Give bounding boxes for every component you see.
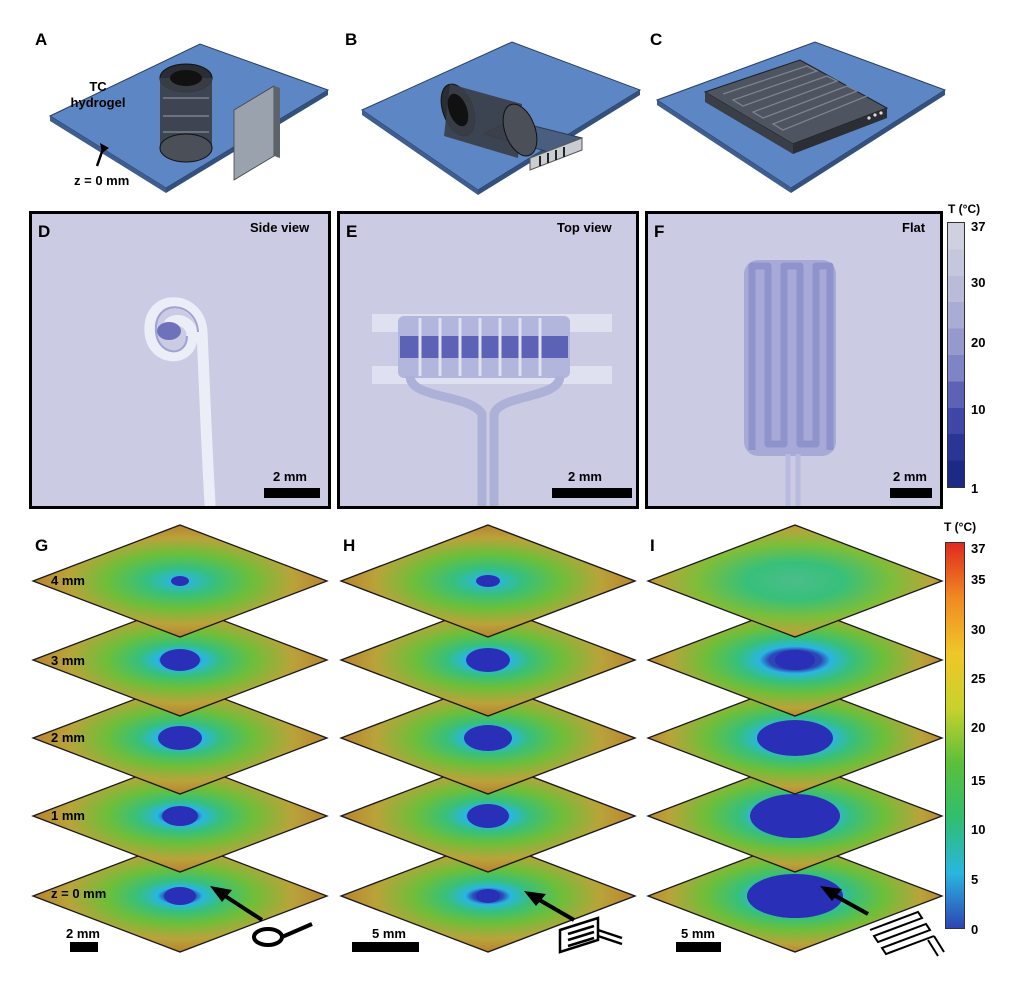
panel-i-scale-label: 5 mm — [681, 926, 715, 941]
colorbar-bottom-title: T (°C) — [944, 520, 977, 534]
colorbar-top-tick: 37 — [971, 219, 986, 234]
colorbar-bottom-tick: 15 — [971, 773, 986, 788]
colorbar-top-tick: 20 — [971, 335, 986, 350]
panel-e-photo — [337, 211, 639, 509]
panel-d-photo — [29, 211, 331, 509]
panel-g-scale-bar — [70, 942, 98, 952]
cold-spot — [464, 725, 512, 751]
panel-e-scale-bar — [552, 488, 632, 498]
panel-i-scale-bar — [676, 942, 721, 952]
colorbar-bottom-tick: 35 — [971, 572, 986, 587]
panel-e-title: Top view — [557, 220, 612, 235]
panel-f-title: Flat — [902, 220, 926, 235]
colorbar-bottom-tick: 10 — [971, 822, 986, 837]
panel-label-g: G — [35, 536, 49, 555]
coil-array-icon — [558, 916, 623, 954]
cold-spot — [160, 649, 200, 671]
colorbar-top-tick: 1 — [971, 481, 979, 496]
colorbar-top — [947, 222, 965, 488]
panel-f-scale-label: 2 mm — [893, 469, 927, 484]
tc-hydrogel-label: TC hydrogel — [70, 79, 126, 110]
colorbar-bottom-tick: 0 — [971, 922, 979, 937]
panel-g-scale-label: 2 mm — [66, 926, 100, 941]
cold-spot — [476, 575, 500, 587]
colorbar-bottom-tick: 30 — [971, 622, 986, 637]
panel-h-scale-label: 5 mm — [372, 926, 406, 941]
cold-spot — [164, 887, 196, 905]
cold-spot — [476, 889, 500, 903]
z-zero-label: z = 0 mm — [74, 173, 130, 188]
panel-d-scale-label: 2 mm — [273, 469, 307, 484]
panel-label-b: B — [345, 30, 358, 49]
panel-d-title: Side view — [250, 220, 310, 235]
colorbar-top-tick: 30 — [971, 275, 986, 290]
arrow-icon — [220, 892, 869, 922]
layer-label: 2 mm — [51, 730, 85, 745]
cold-spot — [750, 794, 840, 838]
panel-c-render — [655, 41, 947, 193]
panel-e-scale-label: 2 mm — [568, 469, 602, 484]
colorbar-bottom-tick: 37 — [971, 541, 986, 556]
panel-label-h: H — [343, 536, 356, 555]
cold-spot — [466, 648, 510, 672]
arrow-icon — [95, 143, 109, 167]
simulation-stacks — [31, 524, 945, 957]
layer-label: z = 0 mm — [51, 886, 107, 901]
colorbar-bottom — [945, 542, 965, 929]
cold-spot — [757, 720, 833, 756]
panel-f-photo — [645, 211, 943, 509]
colorbar-top-title: T (°C) — [948, 202, 981, 216]
panel-label-c: C — [650, 30, 663, 49]
layer-label: 3 mm — [51, 653, 85, 668]
cold-spot — [467, 804, 509, 828]
colorbar-bottom-tick: 5 — [971, 872, 979, 887]
panel-d-scale-bar — [264, 488, 320, 498]
temperature-slice — [646, 524, 944, 638]
layer-label: 1 mm — [51, 808, 85, 823]
panel-label-i: I — [650, 536, 655, 555]
coil-icon — [252, 922, 313, 947]
panel-label-a: A — [35, 30, 48, 49]
panel-label-f: F — [654, 222, 665, 241]
panel-f-scale-bar — [890, 488, 932, 498]
panel-h-scale-bar — [352, 942, 419, 952]
serpentine-icon — [869, 910, 945, 957]
cold-spot — [747, 874, 843, 918]
cold-spot — [171, 576, 189, 586]
cold-spot — [775, 650, 815, 670]
colorbar-top-tick: 10 — [971, 402, 986, 417]
colorbar-bottom-tick: 25 — [971, 671, 986, 686]
cold-spot — [162, 806, 198, 826]
colorbar-bottom-tick: 20 — [971, 720, 986, 735]
layer-label: 4 mm — [51, 573, 85, 588]
cold-spot — [158, 726, 202, 750]
panel-a-render — [48, 43, 330, 193]
panel-b-render — [360, 41, 642, 195]
panel-label-e: E — [346, 222, 358, 241]
panel-label-d: D — [38, 222, 51, 241]
